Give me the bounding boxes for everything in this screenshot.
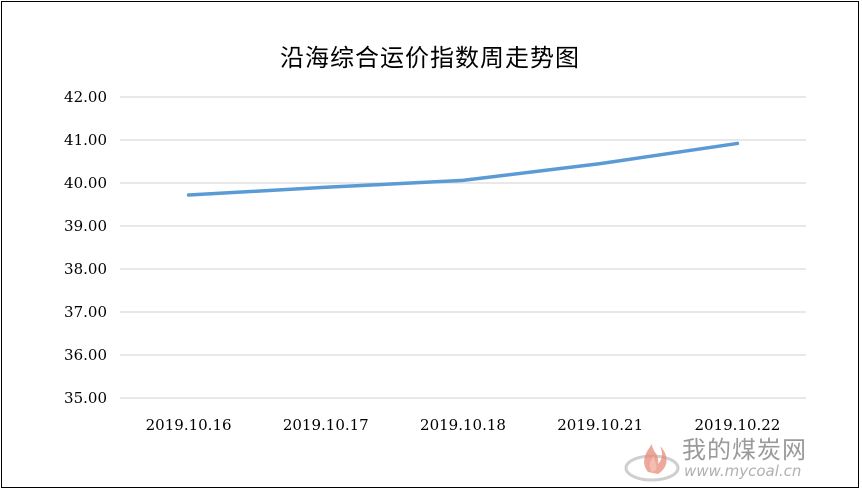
watermark-name: 我的煤炭网 (682, 436, 807, 464)
y-tick-label: 36.00 (64, 346, 107, 364)
series-line (186, 141, 740, 197)
chart-title: 沿海综合运价指数周走势图 (280, 44, 580, 72)
watermark: 我的煤炭网 www.mycoal.cn (618, 428, 850, 484)
y-tick-label: 40.00 (64, 174, 107, 192)
x-tick-label: 2019.10.18 (420, 416, 506, 434)
y-tick-label: 35.00 (64, 389, 107, 407)
x-tick-label: 2019.10.21 (557, 416, 643, 434)
x-tick-label: 2019.10.22 (694, 416, 780, 434)
y-tick-label: 38.00 (64, 260, 107, 278)
flame-logo-icon (624, 444, 680, 482)
x-tick-label: 2019.10.17 (283, 416, 369, 434)
y-tick-label: 37.00 (64, 303, 107, 321)
y-tick-label: 41.00 (64, 131, 107, 149)
y-tick-label: 39.00 (64, 217, 107, 235)
x-tick-label: 2019.10.16 (146, 416, 232, 434)
y-tick-label: 42.00 (64, 88, 107, 106)
watermark-url: www.mycoal.cn (684, 462, 802, 480)
